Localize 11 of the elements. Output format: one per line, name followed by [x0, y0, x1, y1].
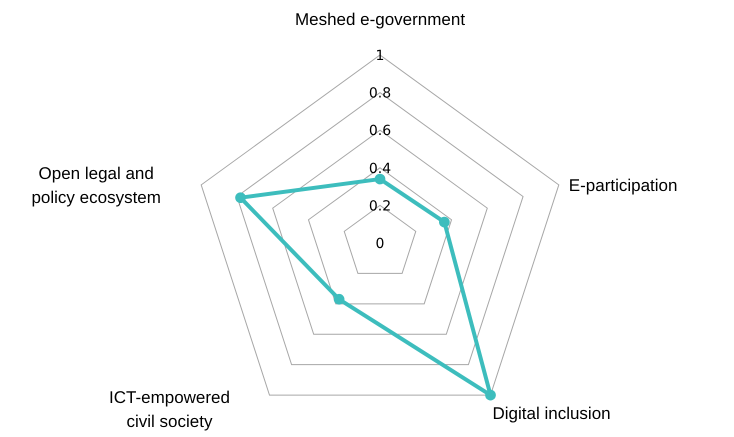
y-tick-label: 0	[376, 236, 384, 252]
y-tick-label: 0.4	[368, 160, 392, 177]
y-tick-label: 0.6	[368, 123, 392, 140]
spoke-label: Digital inclusion	[492, 404, 611, 424]
y-tick-label: 1	[376, 48, 384, 64]
spoke-label: Open legal and policy ecosystem	[31, 164, 161, 207]
spoke-label: Meshed e-government	[294, 10, 466, 29]
y-tick-label: 0.2	[368, 198, 392, 214]
spoke-label: ICT-empowered civil society	[109, 388, 230, 432]
y-tick-label: 0.8	[368, 86, 392, 102]
spoke-label: E-participation	[568, 176, 678, 195]
